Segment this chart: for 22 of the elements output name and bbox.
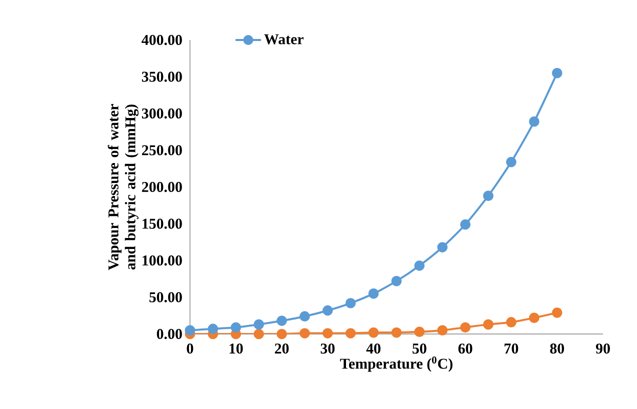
y-tick-label: 0.00 xyxy=(156,328,182,340)
x-tick-label: 40 xyxy=(366,344,380,354)
x-axis-title: Temperature ($^{0}$C) xyxy=(340,356,452,372)
x-tick-label: 10 xyxy=(230,344,243,354)
y-tick-label: 250.00 xyxy=(142,145,182,156)
y-tick-label: 50.00 xyxy=(149,292,182,302)
y-tick-label: 350.00 xyxy=(142,72,182,82)
x-tick-label: 70 xyxy=(504,344,518,354)
y-tick-label: 300.00 xyxy=(142,108,182,119)
x-tick-label: 60 xyxy=(458,344,472,354)
y-tick-label: 400.00 xyxy=(142,34,182,46)
x-tick-label: 30 xyxy=(320,344,335,354)
y-tick-label: 200.00 xyxy=(142,182,182,192)
y-axis-title: Vapour Pressure of water and butyric acid (mmHg) xyxy=(108,104,139,270)
x-tick-label: 20 xyxy=(274,344,289,354)
x-tick-label: 80 xyxy=(550,344,564,354)
legend-label: Water xyxy=(264,34,304,44)
x-tick-label: 0 xyxy=(186,344,194,354)
x-tick-label: 90 xyxy=(596,344,610,354)
y-tick-label: 150.00 xyxy=(142,218,182,229)
y-tick-label: 100.00 xyxy=(142,255,182,266)
x-tick-label: 50 xyxy=(412,344,426,354)
